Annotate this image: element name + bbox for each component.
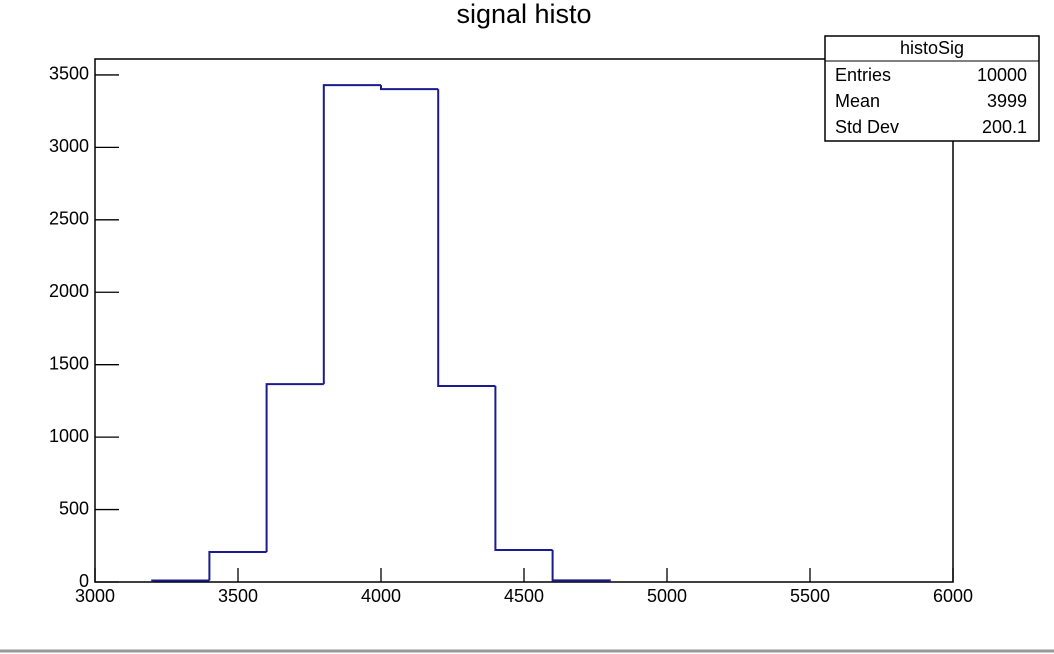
stats-label: Std Dev bbox=[835, 117, 899, 137]
histogram-bin bbox=[208, 551, 267, 581]
stats-title: histoSig bbox=[900, 38, 964, 58]
y-tick-label: 1000 bbox=[49, 426, 89, 446]
stats-value: 10000 bbox=[977, 65, 1027, 85]
x-tick-label: 4500 bbox=[504, 586, 544, 606]
x-tick-label: 5000 bbox=[647, 586, 687, 606]
histogram-bin bbox=[437, 89, 496, 387]
y-tick-label: 2000 bbox=[49, 281, 89, 301]
y-tick-label: 500 bbox=[59, 498, 89, 518]
stats-box bbox=[824, 35, 1040, 142]
stats-value: 3999 bbox=[987, 91, 1027, 111]
histogram-bin bbox=[322, 84, 381, 385]
stats-label: Entries bbox=[835, 65, 891, 85]
x-tick-label: 4000 bbox=[361, 586, 401, 606]
y-tick-label: 3000 bbox=[49, 136, 89, 156]
histogram-bin bbox=[494, 385, 553, 551]
y-tick-label: 1500 bbox=[49, 353, 89, 373]
stats-label: Mean bbox=[835, 91, 880, 111]
histogram-bin bbox=[551, 549, 611, 582]
x-tick-label: 5500 bbox=[790, 586, 830, 606]
x-tick-label: 3000 bbox=[75, 586, 115, 606]
histogram-bin bbox=[380, 85, 439, 91]
y-tick-label: 2500 bbox=[49, 209, 89, 229]
histogram-bin bbox=[151, 579, 210, 582]
x-tick-label: 6000 bbox=[933, 586, 973, 606]
y-tick-label: 3500 bbox=[49, 64, 89, 84]
x-tick-label: 3500 bbox=[218, 586, 258, 606]
y-tick-label: 0 bbox=[79, 571, 89, 591]
stats-value: 200.1 bbox=[982, 117, 1027, 137]
chart-title: signal histo bbox=[456, 0, 591, 29]
histogram-bin bbox=[265, 383, 324, 553]
